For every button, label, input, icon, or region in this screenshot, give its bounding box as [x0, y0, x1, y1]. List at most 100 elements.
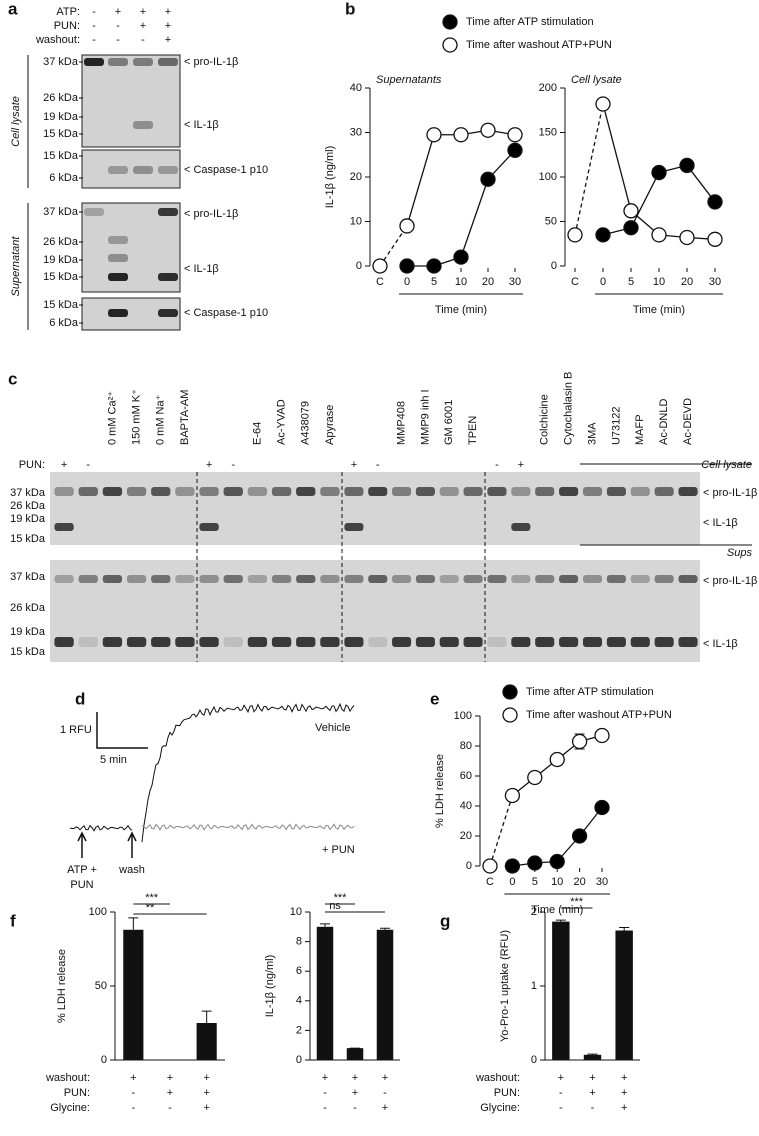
condition-sign: +: [115, 6, 121, 18]
scale-label: 1 RFU: [60, 724, 92, 736]
x-tick-label: 30: [709, 276, 721, 288]
trace: [141, 702, 355, 843]
blot-band: [582, 575, 603, 583]
bar: [583, 1054, 602, 1060]
data-point: [453, 127, 469, 143]
condition-sign: -: [383, 1087, 387, 1099]
blot-band: [271, 487, 292, 496]
blot-band: [84, 58, 104, 66]
blot-band: [102, 575, 123, 583]
lane-label: 0 mM Ca²⁺: [106, 391, 118, 445]
marker-label: 37 kDa: [43, 56, 79, 68]
legend-label: Time after ATP stimulation: [526, 686, 654, 698]
blot-band: [535, 637, 555, 647]
blot-band: [439, 487, 459, 496]
blot-band: [320, 487, 340, 496]
blot-band: [199, 523, 219, 531]
lane-sign: +: [518, 459, 524, 471]
blot-band: [247, 637, 268, 647]
y-tick-label: 0: [531, 1054, 537, 1066]
bar: [346, 1048, 364, 1060]
blot-band: [126, 487, 147, 496]
row-label: PUN:: [19, 459, 45, 471]
section-label: Cell lysate: [10, 96, 22, 147]
x-tick-label: 10: [455, 276, 467, 288]
condition-sign: -: [92, 34, 96, 46]
blot-band: [344, 523, 364, 531]
condition-sign: +: [167, 1072, 173, 1084]
blot-band: [199, 637, 219, 647]
blot-band: [247, 487, 268, 496]
x-tick-label: C: [571, 276, 579, 288]
blot-band: [415, 487, 435, 496]
y-tick-label: 80: [460, 740, 472, 752]
data-point: [567, 227, 583, 243]
condition-sign: +: [382, 1102, 388, 1114]
blot-band: [223, 575, 243, 583]
condition-sign: +: [621, 1087, 627, 1099]
lane-label: 150 mM K⁺: [130, 389, 142, 445]
blot-band: [158, 208, 178, 216]
blot-band: [133, 121, 153, 129]
lane-label: Ac-DNLD: [658, 398, 670, 445]
blot: [50, 472, 700, 545]
blot-band: [630, 575, 650, 583]
y-tick-label: 0: [466, 860, 472, 872]
panel-label: d: [75, 689, 85, 708]
significance-label: ***: [145, 892, 159, 904]
band-label: < pro-IL-1β: [184, 56, 238, 68]
marker-label: 26 kDa: [10, 602, 46, 614]
condition-sign: +: [558, 1072, 564, 1084]
y-tick-label: 0: [101, 1054, 107, 1066]
condition-sign: +: [203, 1087, 209, 1099]
blot-band: [108, 236, 128, 244]
panel-label: g: [440, 911, 450, 930]
blot-band: [54, 523, 74, 531]
bar: [123, 929, 144, 1060]
lane-sign: +: [351, 459, 357, 471]
lane-label: 3MA: [586, 422, 598, 445]
band-label: < Caspase-1 p10: [184, 307, 268, 319]
blot-band: [439, 575, 459, 583]
condition-sign: -: [141, 34, 145, 46]
lane-label: E-64: [251, 422, 263, 445]
band-label: < IL-1β: [184, 263, 219, 275]
marker-label: 19 kDa: [10, 626, 46, 638]
series-line: [574, 103, 604, 235]
blot-band: [158, 273, 178, 281]
lane-label: Colchicine: [539, 394, 551, 445]
condition-sign: -: [131, 1087, 135, 1099]
condition-sign: +: [167, 1087, 173, 1099]
x-tick-label: C: [376, 276, 384, 288]
blot-band: [511, 487, 531, 496]
chart-title: Cell lysate: [571, 74, 622, 86]
data-point: [679, 157, 695, 174]
legend-marker: [442, 37, 458, 53]
arrow: [127, 831, 137, 858]
data-point: [594, 727, 610, 744]
data-point: [651, 227, 667, 243]
condition-sign: +: [352, 1087, 358, 1099]
blot-band: [296, 487, 316, 496]
lane-sign: -: [86, 459, 90, 471]
trace-label: + PUN: [322, 844, 355, 856]
blot-band: [535, 575, 555, 583]
blot-band: [654, 637, 674, 647]
blot-band: [158, 58, 178, 66]
y-axis-label: Yo-Pro-1 uptake (RFU): [499, 930, 511, 1042]
y-axis-label: IL-1β (ng/ml): [264, 955, 276, 1018]
y-tick-label: 10: [350, 215, 362, 227]
blot-band: [54, 487, 74, 496]
band-label: < IL-1β: [703, 638, 738, 650]
condition-sign: +: [322, 1072, 328, 1084]
band-label: < pro-IL-1β: [703, 575, 757, 587]
data-point: [426, 258, 442, 274]
panel-label: e: [430, 689, 439, 708]
blot-band: [678, 637, 698, 647]
series-line: [379, 225, 408, 267]
blot-band: [487, 637, 507, 647]
blot-band: [606, 575, 626, 583]
blot-band: [439, 637, 459, 647]
lane-label: Cytochalasin B: [563, 372, 575, 445]
